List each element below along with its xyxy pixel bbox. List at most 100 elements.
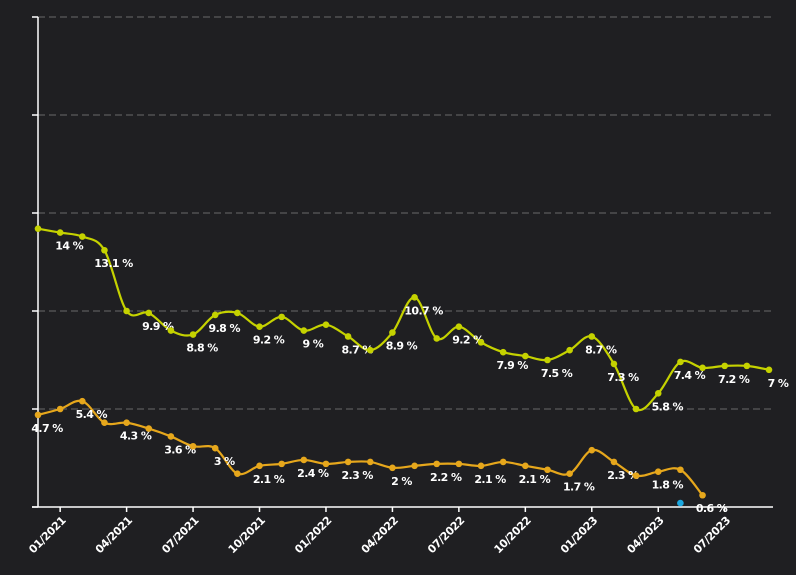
data-point — [699, 491, 706, 499]
data-point — [544, 466, 551, 474]
x-tick-label: 10/2021 — [226, 514, 268, 556]
data-point — [477, 462, 485, 470]
data-point — [411, 293, 418, 301]
data-point — [256, 323, 263, 330]
x-tick-label: 04/2023 — [624, 514, 666, 556]
data-label: 2.2 % — [430, 471, 462, 484]
data-label: 2.1 % — [519, 473, 551, 486]
data-label: 1.7 % — [563, 481, 595, 494]
data-point — [566, 470, 573, 477]
x-tick-label: 01/2023 — [558, 514, 600, 556]
data-label: 7.9 % — [497, 359, 529, 372]
data-label: 5.8 % — [652, 400, 684, 413]
data-point — [632, 472, 640, 479]
data-label: 7.2 % — [718, 373, 750, 386]
data-point — [721, 362, 728, 370]
data-label: 4.3 % — [120, 430, 152, 443]
data-label: 3 % — [214, 455, 235, 468]
data-point — [189, 331, 197, 338]
data-point — [699, 364, 706, 372]
data-label: 9.8 % — [209, 322, 241, 335]
data-point — [56, 405, 64, 413]
data-point — [677, 358, 684, 366]
x-tick-label: 01/2022 — [292, 514, 334, 556]
data-point — [765, 366, 773, 374]
data-point — [588, 446, 596, 454]
data-label: 8.9 % — [386, 340, 418, 353]
data-label: 9.9 % — [142, 320, 174, 333]
series-line — [37, 227, 770, 412]
data-point — [588, 333, 596, 340]
data-point — [411, 462, 418, 470]
data-label: 7.3 % — [607, 371, 639, 384]
data-point — [477, 339, 485, 346]
data-point — [455, 323, 463, 330]
data-point — [101, 419, 108, 427]
data-point — [344, 333, 352, 340]
data-point — [544, 356, 551, 364]
data-point — [56, 229, 64, 236]
x-tick-label: 07/2022 — [425, 514, 467, 556]
data-label: 7.5 % — [541, 367, 573, 380]
data-point — [499, 348, 507, 356]
data-label: 7 % — [768, 377, 789, 390]
data-point — [234, 470, 241, 477]
data-point — [234, 309, 241, 317]
x-tick-label: 04/2021 — [93, 514, 135, 556]
data-point — [654, 390, 662, 397]
data-point — [256, 462, 263, 470]
data-point — [123, 307, 130, 315]
data-label: 1.8 % — [652, 479, 684, 492]
data-point — [300, 327, 308, 334]
data-point — [211, 311, 219, 319]
data-point — [101, 246, 108, 254]
data-label: 8.7 % — [585, 343, 617, 356]
data-label: 8.7 % — [341, 343, 373, 356]
data-point — [167, 327, 175, 334]
data-point — [145, 309, 153, 317]
data-point — [654, 468, 662, 476]
data-point — [433, 335, 441, 342]
data-label: 9 % — [302, 338, 323, 351]
data-point — [455, 460, 463, 468]
data-point — [677, 466, 684, 474]
data-point — [389, 464, 396, 472]
x-tick-label: 07/2023 — [691, 514, 733, 556]
data-label: 10.7 % — [404, 304, 443, 317]
x-tick-label: 04/2022 — [359, 514, 401, 556]
data-label: 2.3 % — [607, 469, 639, 482]
data-point — [566, 346, 573, 354]
data-label: 9.2 % — [452, 334, 484, 347]
data-point — [278, 460, 285, 468]
data-label: 9.2 % — [253, 334, 285, 347]
data-label: 13.1 % — [94, 257, 133, 270]
data-label: 4.7 % — [31, 422, 63, 435]
data-label: 5.4 % — [76, 408, 108, 421]
data-label: 2.4 % — [297, 467, 329, 480]
data-point — [300, 456, 308, 464]
data-point — [389, 329, 396, 336]
data-point — [167, 433, 175, 440]
data-point — [366, 458, 374, 466]
data-point — [79, 233, 86, 240]
data-point — [366, 346, 374, 354]
data-point — [322, 460, 330, 468]
data-point — [743, 362, 751, 370]
data-label: 7.4 % — [674, 369, 706, 382]
data-point — [189, 442, 197, 450]
data-point — [610, 458, 618, 466]
data-label: 3.6 % — [164, 443, 196, 456]
data-point — [34, 225, 42, 232]
data-label: 2.1 % — [253, 473, 285, 486]
data-label: 14 % — [55, 240, 83, 253]
x-tick-label: 10/2022 — [492, 514, 534, 556]
data-label: 8.8 % — [186, 342, 218, 355]
data-label: 2.1 % — [474, 473, 506, 486]
x-tick-label: 01/2021 — [26, 514, 68, 556]
data-point — [79, 397, 86, 405]
data-point — [34, 411, 42, 419]
data-point — [278, 313, 285, 321]
data-point — [610, 360, 618, 368]
data-point — [677, 499, 684, 507]
